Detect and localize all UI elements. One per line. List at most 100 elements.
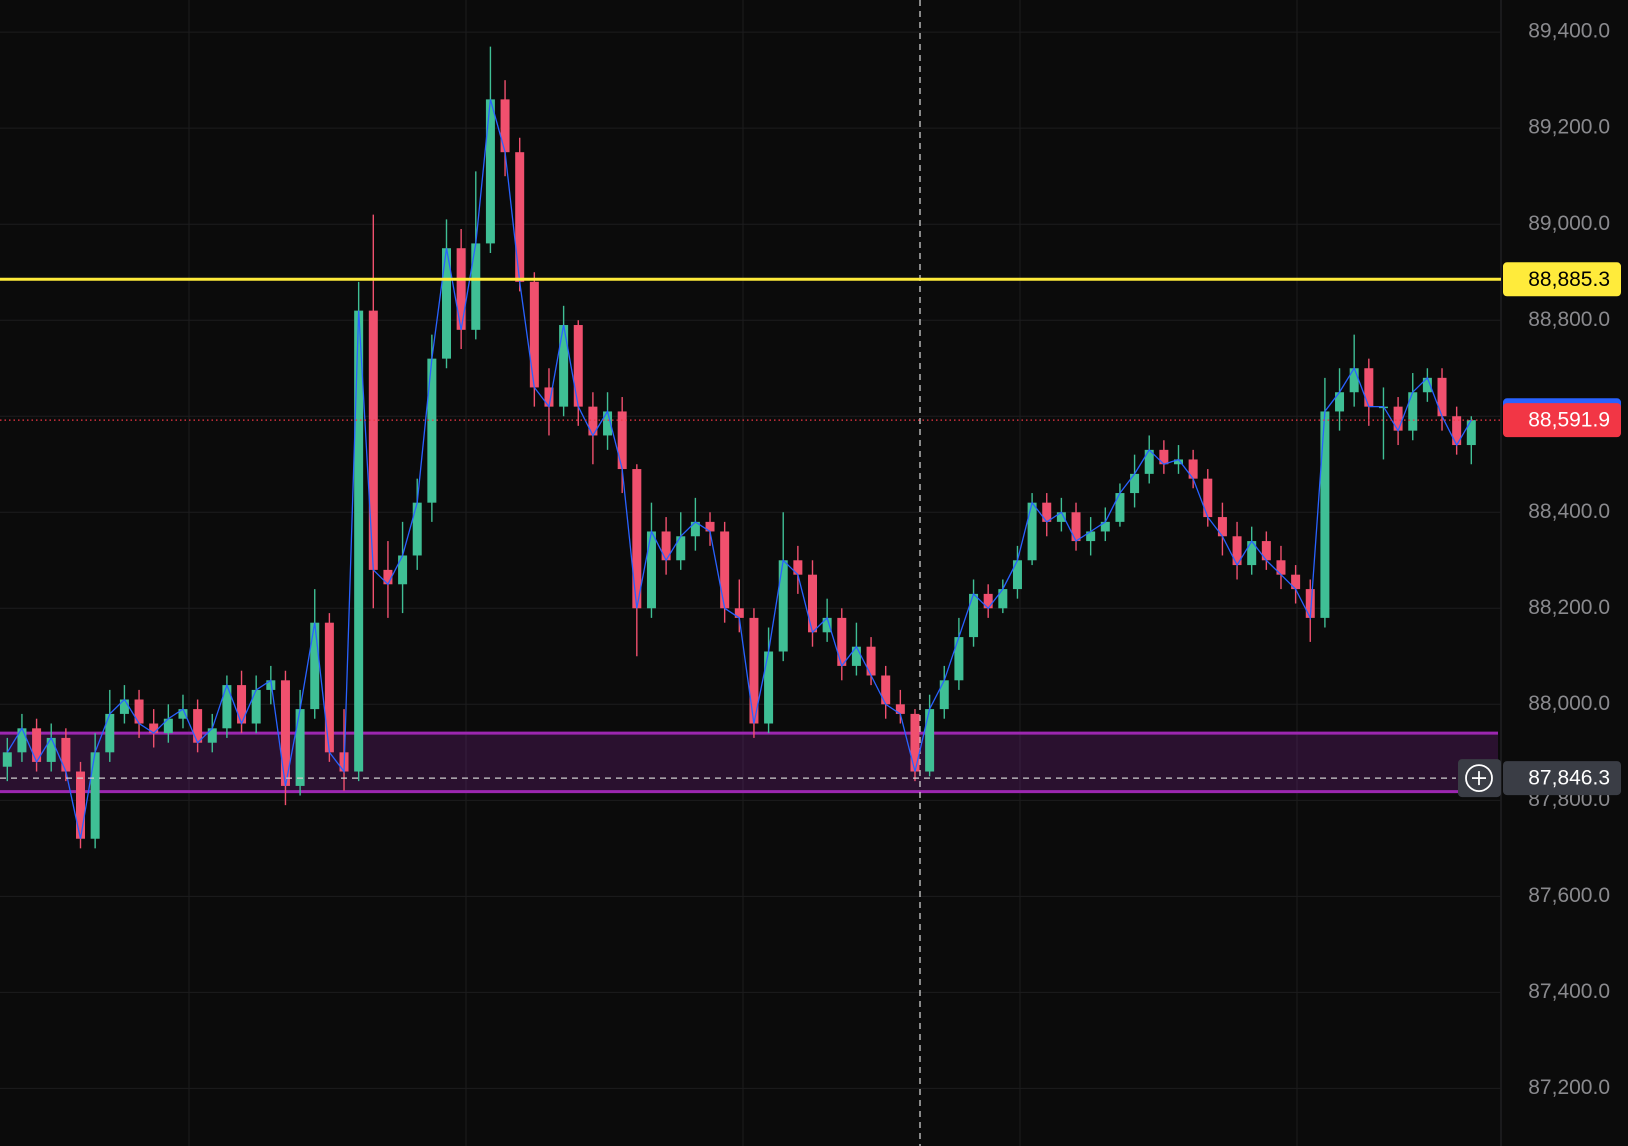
candle-body	[749, 617, 759, 724]
candle-body	[76, 771, 85, 839]
candle-body	[925, 709, 935, 772]
candle-body	[471, 243, 481, 330]
candle-body	[895, 704, 905, 714]
vertical-grid	[188, 0, 1298, 1146]
y-tick-label: 87,200.0	[1528, 1076, 1610, 1099]
candle-body	[764, 651, 774, 724]
candle-body	[280, 680, 290, 786]
candle-body	[368, 310, 378, 570]
price-label: 88,591.9	[1528, 409, 1610, 432]
candle-body	[134, 699, 144, 724]
candle-body	[398, 555, 408, 585]
candle-body	[954, 637, 964, 681]
candle-body	[237, 685, 247, 724]
candle-body	[119, 699, 129, 714]
candle-body	[1276, 560, 1286, 575]
candle-body	[1042, 502, 1052, 522]
candle-body	[1422, 377, 1432, 393]
y-tick-label: 88,200.0	[1528, 596, 1610, 619]
candle-body	[939, 680, 949, 710]
candle-body	[515, 152, 525, 282]
candle-body	[676, 536, 686, 561]
y-tick-label: 89,000.0	[1528, 212, 1610, 235]
candle-body	[163, 718, 173, 734]
candle-body	[1159, 449, 1169, 465]
candle-body	[32, 728, 42, 762]
candle-body	[1466, 420, 1476, 446]
candle-body	[1364, 368, 1374, 407]
candle-body	[1452, 416, 1462, 446]
price-label: 88,885.3	[1528, 268, 1610, 291]
candle-body	[866, 646, 876, 676]
price-label-box	[1503, 403, 1621, 438]
price-label: 87,846.3	[1528, 767, 1610, 790]
candle-body	[1247, 541, 1257, 566]
price-axis	[1502, 0, 1628, 1146]
candle-body	[1305, 589, 1315, 618]
candle-body	[720, 531, 730, 609]
candle-body	[149, 723, 159, 734]
y-tick-label: 89,400.0	[1528, 20, 1610, 43]
candle-body	[1203, 478, 1213, 518]
y-tick-label: 87,400.0	[1528, 980, 1610, 1003]
candle-body	[808, 574, 817, 633]
candle-body	[793, 560, 803, 575]
candle-body	[617, 411, 627, 470]
y-tick-label: 88,800.0	[1528, 308, 1610, 331]
candle-body	[383, 569, 393, 585]
candle-body	[1335, 392, 1345, 412]
candle-body	[705, 521, 715, 532]
candle-body	[1100, 521, 1110, 532]
candle-body	[251, 689, 261, 724]
candle-body	[178, 709, 188, 719]
candle-body	[1291, 574, 1301, 590]
candle-body	[412, 502, 422, 556]
candle-body	[1071, 512, 1081, 542]
candle-body	[442, 248, 451, 359]
candle-body	[632, 469, 642, 609]
candle-body	[529, 281, 539, 388]
candle-body	[603, 411, 613, 436]
candle-body	[969, 593, 979, 638]
candle-body	[588, 406, 598, 436]
candle-body	[1217, 517, 1227, 537]
candle-body	[734, 608, 744, 618]
candle-body	[1188, 459, 1198, 479]
candle-body	[1130, 473, 1140, 494]
y-tick-label: 89,200.0	[1528, 116, 1610, 139]
candle-body	[661, 531, 671, 561]
candle-body	[690, 521, 700, 537]
candle-body	[778, 560, 788, 652]
candle-body	[881, 675, 891, 705]
candle-body	[1056, 512, 1066, 522]
candle-body	[1437, 377, 1447, 417]
candle-body	[1144, 449, 1154, 474]
candle-body	[17, 728, 27, 753]
candle-body	[324, 622, 334, 753]
candle-body	[207, 728, 217, 743]
candle-body	[427, 358, 437, 503]
candle-body	[1408, 392, 1418, 431]
candle-body	[998, 589, 1008, 609]
candle-body	[222, 685, 232, 729]
candle-body	[646, 531, 656, 609]
plus-icon	[1465, 764, 1493, 792]
candle-body	[544, 387, 554, 407]
candle-body	[1261, 541, 1271, 561]
candle-body	[822, 617, 832, 633]
candle-body	[837, 617, 847, 666]
candle-body	[1393, 406, 1403, 431]
candle-body	[295, 709, 305, 786]
zone	[0, 733, 1498, 792]
candle-body	[310, 622, 320, 710]
candle-body	[46, 737, 56, 762]
candle-body	[500, 99, 510, 153]
candle-body	[573, 325, 583, 407]
candle-body	[90, 752, 100, 839]
candle-body	[1012, 560, 1022, 590]
candle-body	[1232, 536, 1242, 566]
candle-body	[1115, 493, 1125, 522]
y-tick-label: 88,000.0	[1528, 692, 1610, 715]
candle-body	[456, 248, 466, 330]
